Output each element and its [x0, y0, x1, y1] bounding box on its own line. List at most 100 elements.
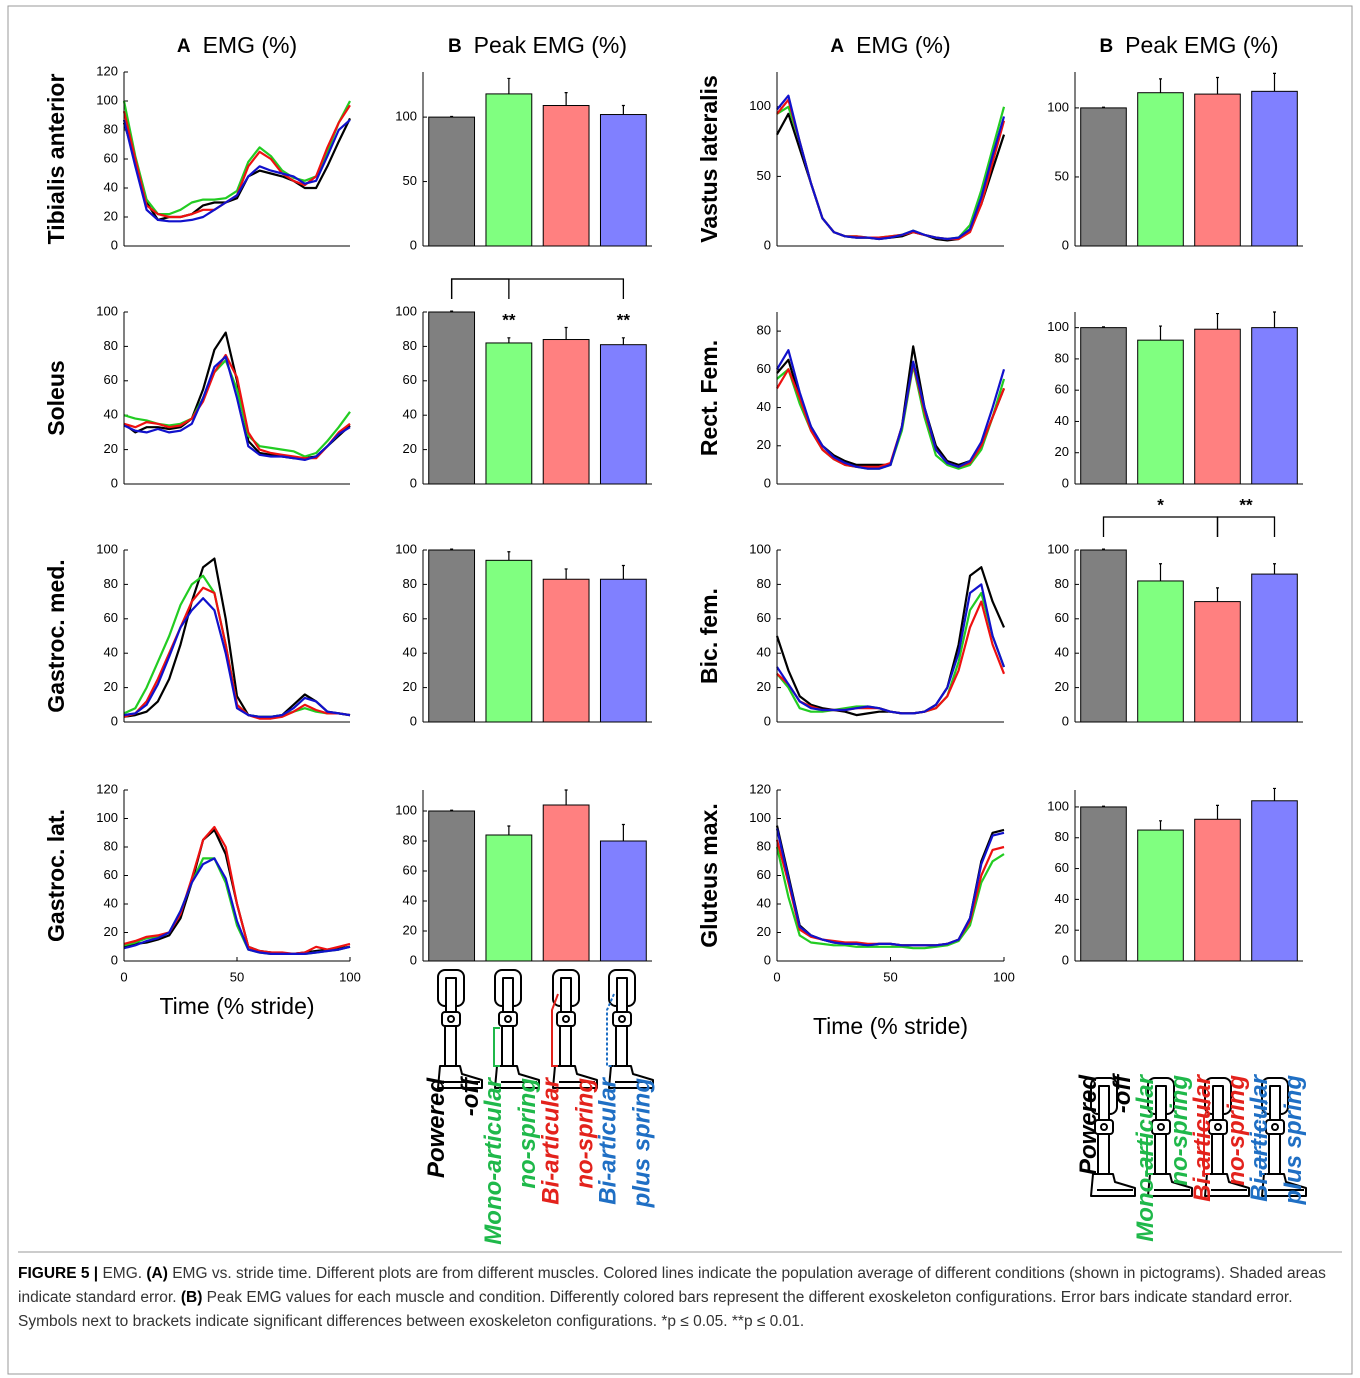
y-axis-label: Bic. fem. — [696, 588, 722, 684]
y-tick-label: 60 — [104, 610, 118, 625]
y-tick-label: 80 — [403, 832, 417, 847]
bar — [599, 114, 647, 247]
y-tick-label: 100 — [96, 541, 118, 556]
x-tick-label: 50 — [883, 969, 897, 984]
caption-text: Peak EMG values for each muscle and cond… — [18, 1289, 1293, 1330]
y-tick-label: 100 — [1047, 99, 1069, 114]
spring — [551, 993, 559, 1067]
spring — [493, 1027, 500, 1067]
y-tick-label: 60 — [1055, 610, 1069, 625]
error-bar — [564, 92, 568, 106]
condition-label: Mono-articular — [480, 1076, 507, 1244]
y-tick-label: 0 — [1062, 237, 1069, 252]
x-tick-label: 100 — [993, 969, 1015, 984]
error-bar — [1159, 563, 1162, 581]
y-tick-label: 20 — [757, 437, 771, 452]
series-line — [122, 117, 351, 221]
series-line — [122, 119, 351, 223]
series-line — [776, 105, 1006, 241]
error-bar — [1273, 563, 1276, 575]
error-bar — [1159, 78, 1162, 93]
error-bar — [1102, 548, 1105, 550]
bar — [599, 840, 647, 962]
y-tick-label: 0 — [410, 713, 417, 728]
series-line — [776, 364, 1006, 470]
caption-text: EMG vs. stride time. Different plots are… — [18, 1265, 1326, 1306]
y-tick-label: 0 — [111, 475, 118, 490]
error-bar — [450, 310, 454, 312]
y-tick-label: 120 — [749, 781, 771, 796]
y-tick-label: 20 — [1055, 444, 1069, 459]
y-tick-label: 100 — [1047, 319, 1069, 334]
y-tick-label: 60 — [757, 361, 771, 376]
y-tick-label: 60 — [757, 867, 771, 882]
spring — [1146, 1135, 1153, 1175]
y-tick-label: 60 — [104, 150, 118, 165]
series-line — [123, 355, 351, 461]
bar — [485, 342, 533, 485]
y-tick-label: 100 — [96, 810, 118, 825]
spring — [606, 993, 615, 1067]
series-line — [775, 825, 1005, 947]
y-tick-label: 80 — [104, 838, 118, 853]
y-tick-label: 60 — [104, 867, 118, 882]
pictogram — [437, 969, 483, 1089]
series-line — [776, 345, 1006, 466]
error-bar — [1273, 787, 1276, 801]
y-axis-label: Rect. Fem. — [696, 340, 722, 456]
x-tick-label: 0 — [773, 969, 780, 984]
caption: FIGURE 5 | EMG. (A) EMG vs. stride time.… — [18, 1262, 1343, 1334]
error-bar — [1216, 587, 1219, 602]
bar — [1137, 339, 1184, 485]
bar — [542, 105, 590, 247]
series-line — [776, 362, 1006, 468]
bar — [1080, 107, 1127, 247]
y-axis-label: Tibialis anterior — [43, 74, 69, 245]
y-axis-label: Gluteus max. — [696, 803, 722, 947]
y-tick-label: 40 — [104, 895, 118, 910]
series-line — [776, 112, 1006, 242]
y-tick-label: 20 — [1055, 922, 1069, 937]
y-tick-label: 40 — [104, 179, 118, 194]
x-tick-label: 100 — [339, 969, 361, 984]
panel-title: EMG (%) — [856, 32, 951, 58]
panel-letter: A — [177, 36, 191, 57]
error-bar — [621, 337, 625, 345]
panel-letter: B — [1099, 36, 1113, 57]
y-tick-label: 60 — [1055, 382, 1069, 397]
series-line — [123, 857, 351, 955]
panel-letter: A — [830, 36, 844, 57]
condition-label: Powered — [1075, 1074, 1102, 1175]
y-tick-label: 40 — [757, 895, 771, 910]
error-bar — [1159, 325, 1162, 341]
series-line — [776, 600, 1006, 715]
y-tick-label: 60 — [403, 862, 417, 877]
bar — [599, 344, 647, 485]
condition-label: plus spring — [1280, 1075, 1307, 1206]
significance-bracket — [450, 278, 625, 299]
y-tick-label: 80 — [1055, 350, 1069, 365]
significance-bracket — [1102, 516, 1219, 537]
caption-text: (B) — [180, 1289, 203, 1306]
series-line — [775, 839, 1005, 947]
error-bar — [507, 551, 511, 561]
y-tick-label: 80 — [1055, 576, 1069, 591]
y-tick-label: 0 — [111, 237, 118, 252]
bar — [485, 559, 533, 723]
error-bar — [564, 789, 568, 805]
bar — [485, 93, 533, 247]
spring — [1203, 1101, 1211, 1175]
condition-label: -off — [457, 1076, 484, 1116]
y-tick-label: 20 — [1055, 679, 1069, 694]
panel-letter: B — [448, 36, 462, 57]
y-tick-label: 120 — [96, 63, 118, 78]
y-axis-label: Soleus — [43, 360, 69, 435]
y-axis-label: Gastroc. lat. — [43, 809, 69, 942]
condition-label: no-spring — [1166, 1075, 1193, 1186]
y-tick-label: 40 — [1055, 645, 1069, 660]
bar — [1080, 327, 1127, 485]
panel-title: EMG (%) — [203, 32, 298, 58]
series-line — [123, 597, 351, 718]
spring — [1259, 1101, 1268, 1175]
y-tick-label: 60 — [1055, 860, 1069, 875]
